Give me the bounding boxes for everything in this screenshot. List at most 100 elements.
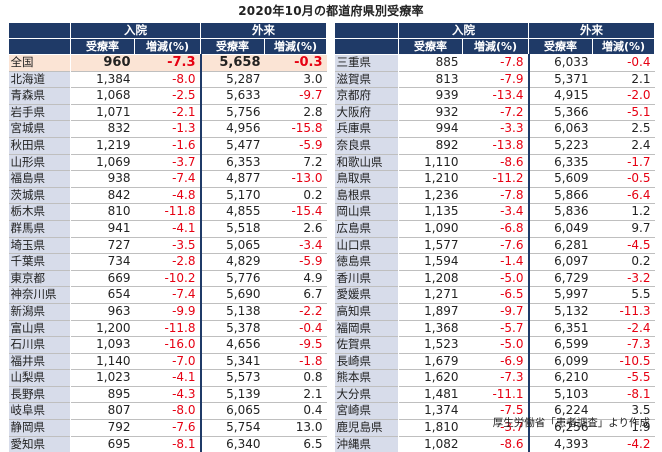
- inpatient-change-cell: -11.8: [135, 204, 201, 221]
- outpatient-change-cell: -2.4: [593, 320, 655, 337]
- outpatient-rate-cell: 5,170: [201, 187, 265, 204]
- corner-header: [9, 23, 71, 39]
- outpatient-rate-cell: 5,836: [529, 204, 593, 221]
- prefecture-cell: 石川県: [9, 337, 71, 354]
- outpatient-header: 外来: [201, 23, 327, 39]
- prefecture-cell: 鳥取県: [335, 171, 399, 188]
- outpatient-change-cell: 6.5: [265, 436, 327, 452]
- inpatient-rate-cell: 1,071: [71, 104, 135, 121]
- prefecture-cell: 北海道: [9, 71, 71, 88]
- inpatient-rate-cell: 1,208: [399, 270, 463, 287]
- outpatient-rate-cell: 6,335: [529, 154, 593, 171]
- outpatient-rate-cell: 5,573: [201, 370, 265, 387]
- inpatient-rate-cell: 1,135: [399, 204, 463, 221]
- outpatient-change-cell: 13.0: [265, 420, 327, 437]
- inpatient-change-cell: -3.4: [463, 204, 529, 221]
- outpatient-change-cell: -5.9: [265, 254, 327, 271]
- outpatient-change-cell: -8.1: [593, 386, 655, 403]
- inpatient-rate-cell: 1,200: [71, 320, 135, 337]
- outpatient-rate-cell: 6,340: [201, 436, 265, 452]
- prefecture-cell: 新潟県: [9, 303, 71, 320]
- inpatient-change-cell: -13.8: [463, 137, 529, 154]
- inpatient-change-cell: -11.8: [135, 320, 201, 337]
- prefecture-cell: 千葉県: [9, 254, 71, 271]
- outpatient-change-cell: -3.4: [265, 237, 327, 254]
- outpatient-rate-cell: 5,866: [529, 187, 593, 204]
- outpatient-rate-cell: 6,099: [529, 353, 593, 370]
- prefecture-cell: 岡山県: [335, 204, 399, 221]
- inpatient-change-cell: -6.9: [463, 353, 529, 370]
- inpatient-change-cell: -7.9: [463, 71, 529, 88]
- inpatient-rate-header: 受療率: [71, 39, 135, 55]
- inpatient-rate-cell: 1,110: [399, 154, 463, 171]
- outpatient-rate-cell: 4,855: [201, 204, 265, 221]
- outpatient-rate-cell: 6,063: [529, 121, 593, 138]
- outpatient-change-cell: -9.7: [265, 88, 327, 105]
- outpatient-change-cell: -10.5: [593, 353, 655, 370]
- outpatient-change-cell: 0.2: [265, 187, 327, 204]
- corner-header-2: [9, 39, 71, 55]
- prefecture-cell: 高知県: [335, 303, 399, 320]
- inpatient-rate-cell: 994: [399, 121, 463, 138]
- outpatient-change-cell: -0.3: [265, 55, 327, 72]
- prefecture-cell: 静岡県: [9, 420, 71, 437]
- outpatient-rate-cell: 5,690: [201, 287, 265, 304]
- prefecture-cell: 愛媛県: [335, 287, 399, 304]
- outpatient-change-cell: -15.4: [265, 204, 327, 221]
- outpatient-change-cell: 4.9: [265, 270, 327, 287]
- inpatient-rate-cell: 1,897: [399, 303, 463, 320]
- outpatient-change-cell: -6.4: [593, 187, 655, 204]
- inpatient-rate-cell: 1,140: [71, 353, 135, 370]
- inpatient-change-header: 増減(%): [463, 39, 529, 55]
- prefecture-cell: 山梨県: [9, 370, 71, 387]
- outpatient-rate-cell: 4,915: [529, 88, 593, 105]
- inpatient-change-cell: -7.2: [463, 104, 529, 121]
- outpatient-rate-cell: 5,754: [201, 420, 265, 437]
- outpatient-rate-cell: 6,281: [529, 237, 593, 254]
- outpatient-rate-cell: 4,877: [201, 171, 265, 188]
- prefecture-cell: 鹿児島県: [335, 420, 399, 437]
- inpatient-rate-cell: 669: [71, 270, 135, 287]
- inpatient-rate-cell: 1,620: [399, 370, 463, 387]
- inpatient-change-cell: -5.0: [463, 270, 529, 287]
- outpatient-change-cell: 2.5: [593, 121, 655, 138]
- outpatient-rate-cell: 6,729: [529, 270, 593, 287]
- inpatient-rate-cell: 807: [71, 403, 135, 420]
- inpatient-rate-cell: 1,594: [399, 254, 463, 271]
- inpatient-change-cell: -7.8: [463, 187, 529, 204]
- inpatient-rate-cell: 727: [71, 237, 135, 254]
- prefecture-cell: 山口県: [335, 237, 399, 254]
- outpatient-rate-cell: 4,393: [529, 436, 593, 452]
- outpatient-rate-cell: 5,477: [201, 137, 265, 154]
- outpatient-header: 外来: [529, 23, 655, 39]
- outpatient-rate-cell: 5,138: [201, 303, 265, 320]
- prefecture-cell: 徳島県: [335, 254, 399, 271]
- prefecture-cell: 長崎県: [335, 353, 399, 370]
- outpatient-rate-cell: 4,829: [201, 254, 265, 271]
- inpatient-rate-cell: 1,481: [399, 386, 463, 403]
- inpatient-rate-cell: 892: [399, 137, 463, 154]
- inpatient-change-cell: -7.8: [463, 55, 529, 72]
- prefecture-cell: 全国: [9, 55, 71, 72]
- inpatient-change-cell: -7.6: [135, 420, 201, 437]
- outpatient-rate-cell: 6,065: [201, 403, 265, 420]
- prefecture-cell: 富山県: [9, 320, 71, 337]
- inpatient-change-cell: -3.3: [463, 121, 529, 138]
- outpatient-rate-cell: 5,997: [529, 287, 593, 304]
- outpatient-change-cell: -0.4: [265, 320, 327, 337]
- inpatient-change-cell: -1.3: [135, 121, 201, 138]
- outpatient-change-cell: -5.9: [265, 137, 327, 154]
